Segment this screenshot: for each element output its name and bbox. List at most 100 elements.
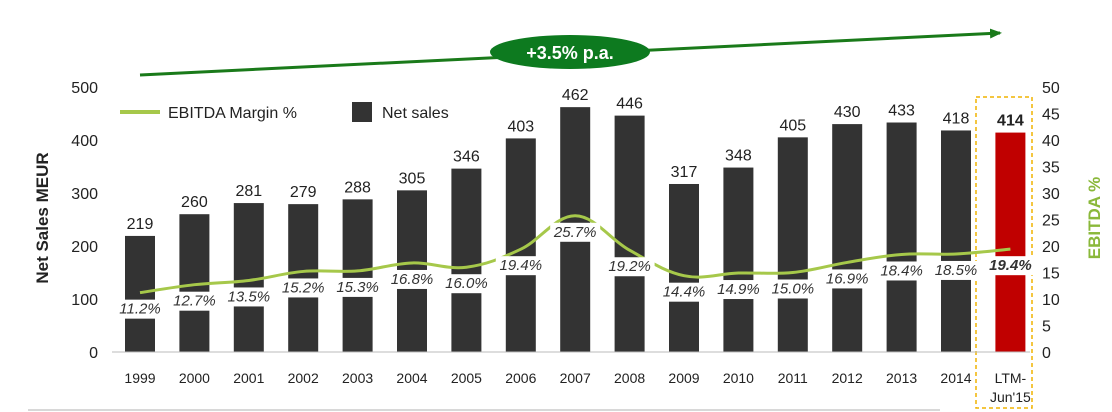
ebitda-label-bg <box>767 279 818 299</box>
ebitda-value-label: 18.4% <box>880 262 923 279</box>
bars <box>125 107 1026 353</box>
ebitda-label-bg <box>223 287 274 307</box>
y-tick-label: 300 <box>71 186 98 203</box>
ebitda-label-bg <box>822 269 873 289</box>
x-tick-label: 2005 <box>451 370 482 386</box>
ebitda-label-bg <box>441 274 492 294</box>
x-tick-label: Jun'15 <box>990 389 1031 405</box>
bar <box>777 137 808 352</box>
highlight-box <box>975 96 1033 409</box>
y2-tick-label: 5 <box>1042 319 1051 336</box>
ebitda-label-bg <box>169 291 220 311</box>
x-tick-label: 2008 <box>614 370 645 386</box>
bar-value-labels: 219 260 281 279 288 305 346 403 462 446 317 348 405 4… <box>127 87 1024 233</box>
x-tick-label: 2006 <box>505 370 536 386</box>
ebitda-value-label: 15.0% <box>772 281 815 298</box>
ebitda-value-label: 19.2% <box>608 258 651 275</box>
y2-tick-label: 35 <box>1042 160 1060 177</box>
bar <box>723 167 754 352</box>
y2-tick-label: 0 <box>1042 345 1051 362</box>
x-tick-label: LTM- <box>995 370 1027 386</box>
bar-value-label: 346 <box>453 149 480 166</box>
growth-badge-label: +3.5% p.a. <box>526 43 614 63</box>
bar <box>342 199 373 352</box>
bar-value-label: 317 <box>671 164 698 181</box>
ebitda-label-bg <box>985 256 1036 276</box>
y2-tick-label: 25 <box>1042 213 1060 230</box>
y-tick-label: 500 <box>71 80 98 97</box>
bar-value-label: 430 <box>834 104 861 121</box>
bar-value-label: 405 <box>779 117 806 134</box>
bar <box>451 168 482 352</box>
y2-tick-label: 10 <box>1042 292 1060 309</box>
ebitda-value-label: 18.5% <box>935 262 978 279</box>
bar <box>125 235 155 352</box>
y-tick-label: 0 <box>89 345 98 362</box>
bar-value-label: 414 <box>997 113 1024 130</box>
bar-value-label: 219 <box>127 216 154 233</box>
y2-axis-title: EBITDA % <box>1085 177 1104 260</box>
y-tick-label: 200 <box>71 239 98 256</box>
ebitda-label-bg <box>550 222 601 242</box>
bar-value-label: 462 <box>562 87 589 104</box>
x-tick-label: 2010 <box>723 370 754 386</box>
x-tick-label: 2014 <box>940 370 971 386</box>
x-tick-label: 2001 <box>233 370 264 386</box>
ebitda-label-bg <box>387 269 437 289</box>
legend: EBITDA Margin % Net sales <box>120 102 449 122</box>
bar-value-label: 281 <box>235 183 262 200</box>
bar-value-label: 403 <box>507 118 534 135</box>
y2-tick-label: 45 <box>1042 107 1060 124</box>
ebitda-value-label: 16.0% <box>445 275 488 292</box>
bar-value-label: 260 <box>181 194 208 211</box>
ebitda-value-label: 13.5% <box>228 288 271 305</box>
ebitda-label-bg <box>115 299 165 319</box>
bar-value-label: 418 <box>943 110 970 127</box>
ebitda-value-label: 16.9% <box>826 270 869 287</box>
x-tick-label: 2003 <box>342 370 373 386</box>
ebitda-label-bg <box>713 280 764 300</box>
ebitda-label-bg <box>495 256 546 276</box>
x-tick-label: 2000 <box>179 370 210 386</box>
legend-label-net-sales: Net sales <box>382 105 449 122</box>
bar <box>995 132 1026 352</box>
ebitda-value-label: 11.2% <box>119 301 160 318</box>
x-tick-label: 2004 <box>396 370 427 386</box>
y2-tick-label: 15 <box>1042 266 1060 283</box>
ebitda-label-bg <box>278 278 329 298</box>
legend-bar-swatch <box>352 102 372 122</box>
ebitda-value-label: 14.4% <box>663 284 706 301</box>
x-tick-label: 1999 <box>124 370 155 386</box>
bar <box>941 130 971 352</box>
ebitda-value-label: 25.7% <box>553 224 597 241</box>
bar-value-label: 433 <box>888 103 915 120</box>
ebitda-margin-line <box>139 214 1011 295</box>
ebitda-label-bg <box>876 261 927 281</box>
x-tick-label: 2011 <box>778 370 808 386</box>
ebitda-value-label: 19.4% <box>989 257 1032 274</box>
y-tick-label: 400 <box>71 133 98 150</box>
ebitda-value-label: 14.9% <box>717 281 760 298</box>
ebitda-value-label: 19.4% <box>500 257 543 274</box>
x-axis-ticks: 1999 2000 2001 2002 2003 2004 2005 2006 2007 2008… <box>124 370 1031 405</box>
right-axis-ticks: 0 5 10 15 20 25 30 35 40 45 50 <box>1042 80 1060 362</box>
growth-badge <box>490 35 650 69</box>
bar <box>614 115 645 353</box>
ebitda-value-label: 15.2% <box>282 279 325 296</box>
y2-tick-label: 20 <box>1042 239 1060 256</box>
y-axis-title: Net Sales MEUR <box>33 152 52 283</box>
bar-value-label: 279 <box>290 184 317 201</box>
bar <box>832 124 863 352</box>
ebitda-label-bg <box>659 282 709 302</box>
ebitda-value-label: 12.7% <box>173 293 216 310</box>
ebitda-label-bg <box>604 257 655 277</box>
y2-tick-label: 50 <box>1042 80 1060 97</box>
x-tick-label: 2012 <box>832 370 863 386</box>
ebitda-label-bg <box>332 277 383 297</box>
left-axis-ticks: 0 100 200 300 400 500 <box>71 80 98 362</box>
ebitda-value-label: 16.8% <box>391 271 434 288</box>
ebitda-label-bg <box>931 260 981 280</box>
x-tick-label: 2002 <box>288 370 319 386</box>
y2-tick-label: 40 <box>1042 133 1060 150</box>
